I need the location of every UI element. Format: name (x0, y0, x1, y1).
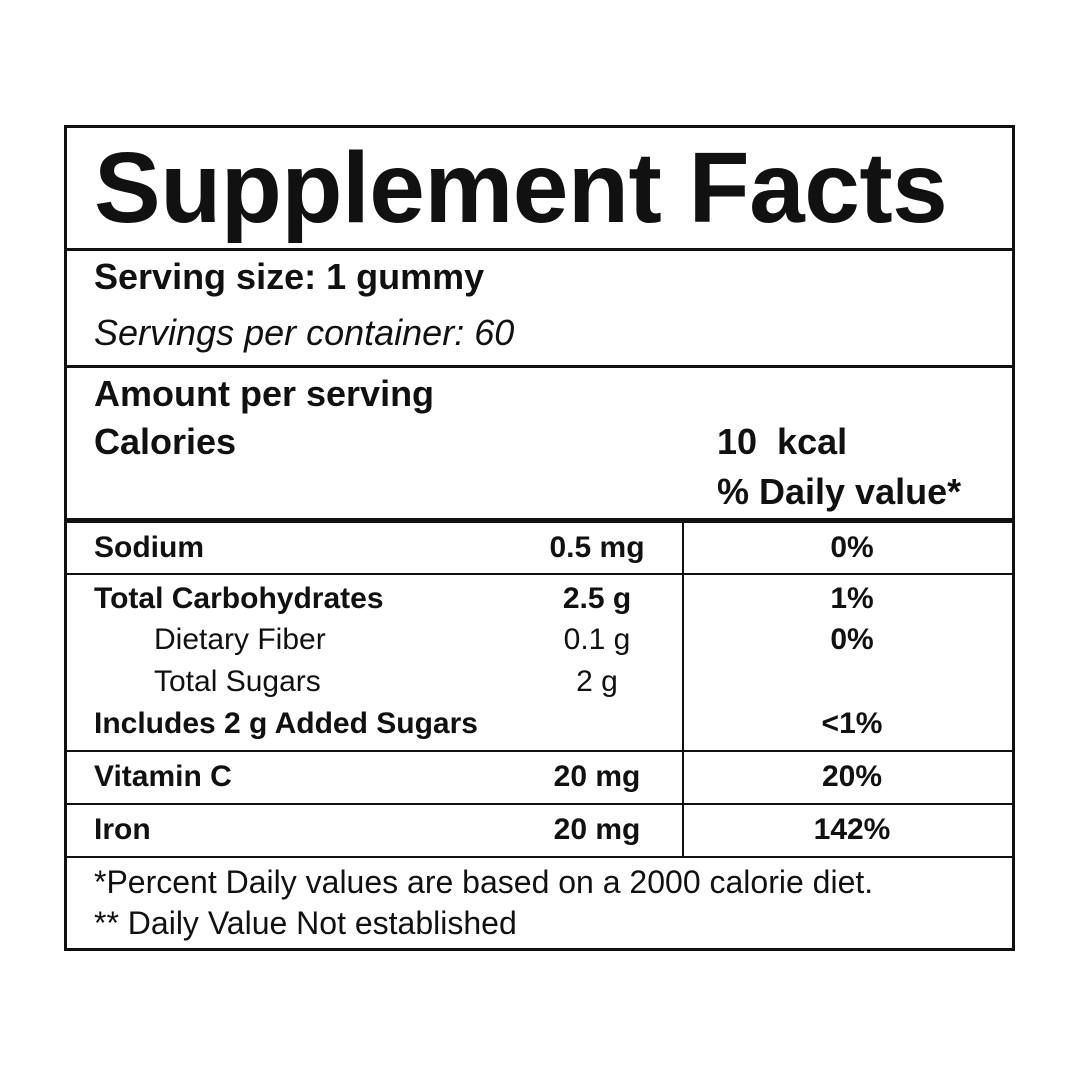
nutrient-amount: 0.5 mg (549, 531, 645, 564)
column-divider (682, 523, 684, 856)
nutrient-amount: 20 mg (553, 813, 641, 846)
nutrient-name: Iron (94, 813, 151, 846)
divider-title (67, 248, 1012, 251)
nutrient-dv: <1% (821, 707, 883, 740)
amount-heading: Amount per serving (94, 373, 435, 414)
nutrient-name: Vitamin C (94, 760, 232, 793)
footnote-daily-values: *Percent Daily values are based on a 200… (94, 864, 874, 900)
nutrient-name: Total Sugars (154, 665, 321, 698)
servings-per-container: Servings per container: 60 (94, 312, 515, 353)
row-divider (67, 573, 1012, 575)
nutrient-dv: 20% (821, 760, 883, 793)
nutrient-dv: 1% (830, 582, 874, 615)
serving-size: Serving size: 1 gummy (94, 256, 485, 297)
nutrient-dv: 0% (830, 531, 874, 564)
divider-thick (67, 518, 1012, 523)
nutrient-name: Dietary Fiber (154, 623, 326, 656)
label-title: Supplement Facts (94, 132, 948, 244)
row-divider (67, 856, 1012, 858)
supplement-facts-label: Supplement Facts Serving size: 1 gummy S… (64, 125, 1015, 951)
nutrient-amount: 2.5 g (562, 582, 632, 615)
nutrient-amount: 20 mg (553, 760, 641, 793)
daily-value-heading: % Daily value* (717, 471, 962, 512)
nutrient-amount: 2 g (576, 665, 618, 698)
row-divider (67, 803, 1012, 805)
nutrient-amount: 0.1 g (563, 623, 631, 656)
calories-value: 10 kcal (717, 421, 848, 462)
footnote-not-established: ** Daily Value Not established (94, 905, 517, 941)
nutrient-dv: 0% (830, 623, 874, 656)
row-divider (67, 750, 1012, 752)
calories-label: Calories (94, 421, 237, 462)
nutrient-name: Includes 2 g Added Sugars (94, 707, 478, 740)
nutrient-dv: 142% (813, 813, 891, 846)
nutrient-name: Total Carbohydrates (94, 582, 384, 615)
divider-serving (67, 365, 1012, 368)
nutrient-name: Sodium (94, 531, 204, 564)
